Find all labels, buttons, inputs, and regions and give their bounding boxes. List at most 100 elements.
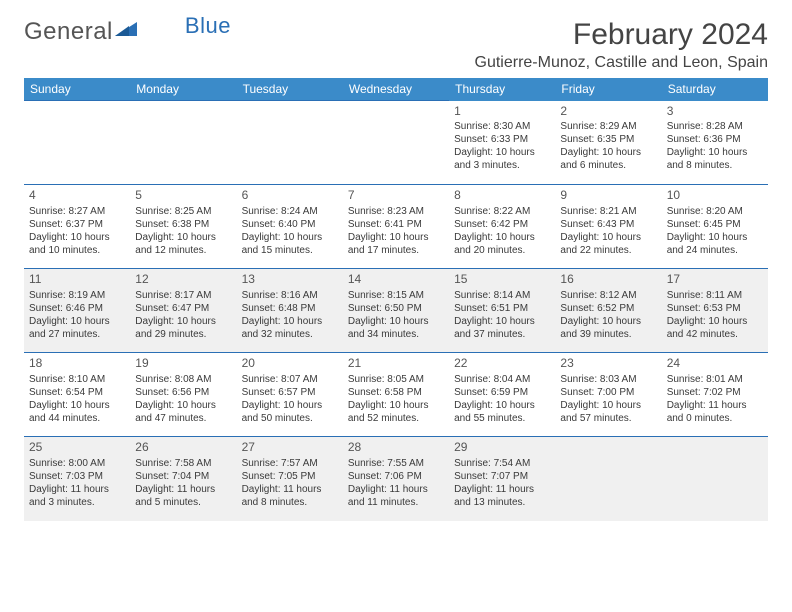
daylight-text: Daylight: 11 hours and 3 minutes. [29,483,125,509]
sunset-text: Sunset: 6:58 PM [348,386,444,399]
sunrise-text: Sunrise: 8:10 AM [29,373,125,386]
day-cell: 2Sunrise: 8:29 AMSunset: 6:35 PMDaylight… [555,101,661,185]
sunrise-text: Sunrise: 8:21 AM [560,205,656,218]
month-title: February 2024 [475,18,769,52]
day-number: 28 [348,440,444,456]
day-cell: 9Sunrise: 8:21 AMSunset: 6:43 PMDaylight… [555,185,661,269]
day-cell: 3Sunrise: 8:28 AMSunset: 6:36 PMDaylight… [662,101,768,185]
daylight-text: Daylight: 10 hours and 24 minutes. [667,231,763,257]
day-cell [555,437,661,521]
day-number: 10 [667,188,763,204]
daylight-text: Daylight: 11 hours and 11 minutes. [348,483,444,509]
day-cell: 21Sunrise: 8:05 AMSunset: 6:58 PMDayligh… [343,353,449,437]
day-number: 27 [242,440,338,456]
day-cell: 5Sunrise: 8:25 AMSunset: 6:38 PMDaylight… [130,185,236,269]
calendar-table: Sunday Monday Tuesday Wednesday Thursday… [24,78,768,521]
daylight-text: Daylight: 10 hours and 44 minutes. [29,399,125,425]
logo-triangle-icon [115,20,137,41]
sunset-text: Sunset: 6:43 PM [560,218,656,231]
day-header: Monday [130,78,236,101]
sunrise-text: Sunrise: 7:54 AM [454,457,550,470]
sunset-text: Sunset: 6:48 PM [242,302,338,315]
sunrise-text: Sunrise: 8:01 AM [667,373,763,386]
day-cell: 18Sunrise: 8:10 AMSunset: 6:54 PMDayligh… [24,353,130,437]
sunrise-text: Sunrise: 8:16 AM [242,289,338,302]
day-number: 15 [454,272,550,288]
day-cell: 4Sunrise: 8:27 AMSunset: 6:37 PMDaylight… [24,185,130,269]
logo-text-2: Blue [185,13,231,39]
daylight-text: Daylight: 10 hours and 39 minutes. [560,315,656,341]
daylight-text: Daylight: 11 hours and 8 minutes. [242,483,338,509]
sunrise-text: Sunrise: 8:08 AM [135,373,231,386]
day-cell: 25Sunrise: 8:00 AMSunset: 7:03 PMDayligh… [24,437,130,521]
daylight-text: Daylight: 10 hours and 20 minutes. [454,231,550,257]
daylight-text: Daylight: 10 hours and 37 minutes. [454,315,550,341]
day-cell: 13Sunrise: 8:16 AMSunset: 6:48 PMDayligh… [237,269,343,353]
day-cell: 15Sunrise: 8:14 AMSunset: 6:51 PMDayligh… [449,269,555,353]
header: General Blue February 2024 Gutierre-Muno… [24,18,768,72]
sunset-text: Sunset: 6:54 PM [29,386,125,399]
daylight-text: Daylight: 10 hours and 29 minutes. [135,315,231,341]
daylight-text: Daylight: 10 hours and 47 minutes. [135,399,231,425]
title-block: February 2024 Gutierre-Munoz, Castille a… [475,18,769,72]
week-row: 1Sunrise: 8:30 AMSunset: 6:33 PMDaylight… [24,101,768,185]
day-cell: 28Sunrise: 7:55 AMSunset: 7:06 PMDayligh… [343,437,449,521]
sunset-text: Sunset: 6:56 PM [135,386,231,399]
week-row: 18Sunrise: 8:10 AMSunset: 6:54 PMDayligh… [24,353,768,437]
sunset-text: Sunset: 6:42 PM [454,218,550,231]
daylight-text: Daylight: 10 hours and 27 minutes. [29,315,125,341]
day-header: Friday [555,78,661,101]
day-number: 2 [560,104,656,120]
day-cell: 20Sunrise: 8:07 AMSunset: 6:57 PMDayligh… [237,353,343,437]
day-number: 23 [560,356,656,372]
daylight-text: Daylight: 10 hours and 32 minutes. [242,315,338,341]
day-cell [237,101,343,185]
daylight-text: Daylight: 10 hours and 52 minutes. [348,399,444,425]
week-row: 25Sunrise: 8:00 AMSunset: 7:03 PMDayligh… [24,437,768,521]
day-number: 20 [242,356,338,372]
day-cell [343,101,449,185]
day-cell: 14Sunrise: 8:15 AMSunset: 6:50 PMDayligh… [343,269,449,353]
sunset-text: Sunset: 6:46 PM [29,302,125,315]
calendar-body: 1Sunrise: 8:30 AMSunset: 6:33 PMDaylight… [24,101,768,521]
day-header: Thursday [449,78,555,101]
daylight-text: Daylight: 10 hours and 55 minutes. [454,399,550,425]
week-row: 11Sunrise: 8:19 AMSunset: 6:46 PMDayligh… [24,269,768,353]
day-number: 7 [348,188,444,204]
day-cell: 1Sunrise: 8:30 AMSunset: 6:33 PMDaylight… [449,101,555,185]
sunrise-text: Sunrise: 8:12 AM [560,289,656,302]
sunset-text: Sunset: 6:35 PM [560,133,656,146]
day-number: 5 [135,188,231,204]
day-number: 11 [29,272,125,288]
sunset-text: Sunset: 6:52 PM [560,302,656,315]
day-number: 18 [29,356,125,372]
day-number: 14 [348,272,444,288]
day-number: 12 [135,272,231,288]
week-row: 4Sunrise: 8:27 AMSunset: 6:37 PMDaylight… [24,185,768,269]
sunset-text: Sunset: 6:40 PM [242,218,338,231]
sunrise-text: Sunrise: 8:07 AM [242,373,338,386]
day-cell: 26Sunrise: 7:58 AMSunset: 7:04 PMDayligh… [130,437,236,521]
sunrise-text: Sunrise: 8:19 AM [29,289,125,302]
day-cell: 27Sunrise: 7:57 AMSunset: 7:05 PMDayligh… [237,437,343,521]
sunset-text: Sunset: 6:36 PM [667,133,763,146]
day-cell: 8Sunrise: 8:22 AMSunset: 6:42 PMDaylight… [449,185,555,269]
day-cell: 16Sunrise: 8:12 AMSunset: 6:52 PMDayligh… [555,269,661,353]
day-number: 9 [560,188,656,204]
sunset-text: Sunset: 6:51 PM [454,302,550,315]
sunrise-text: Sunrise: 8:30 AM [454,120,550,133]
daylight-text: Daylight: 10 hours and 22 minutes. [560,231,656,257]
day-cell: 22Sunrise: 8:04 AMSunset: 6:59 PMDayligh… [449,353,555,437]
day-number: 22 [454,356,550,372]
daylight-text: Daylight: 10 hours and 42 minutes. [667,315,763,341]
day-number: 21 [348,356,444,372]
sunset-text: Sunset: 6:50 PM [348,302,444,315]
sunset-text: Sunset: 6:47 PM [135,302,231,315]
sunrise-text: Sunrise: 7:58 AM [135,457,231,470]
day-number: 16 [560,272,656,288]
day-cell [130,101,236,185]
daylight-text: Daylight: 11 hours and 0 minutes. [667,399,763,425]
sunset-text: Sunset: 7:02 PM [667,386,763,399]
day-cell: 24Sunrise: 8:01 AMSunset: 7:02 PMDayligh… [662,353,768,437]
sunset-text: Sunset: 7:06 PM [348,470,444,483]
